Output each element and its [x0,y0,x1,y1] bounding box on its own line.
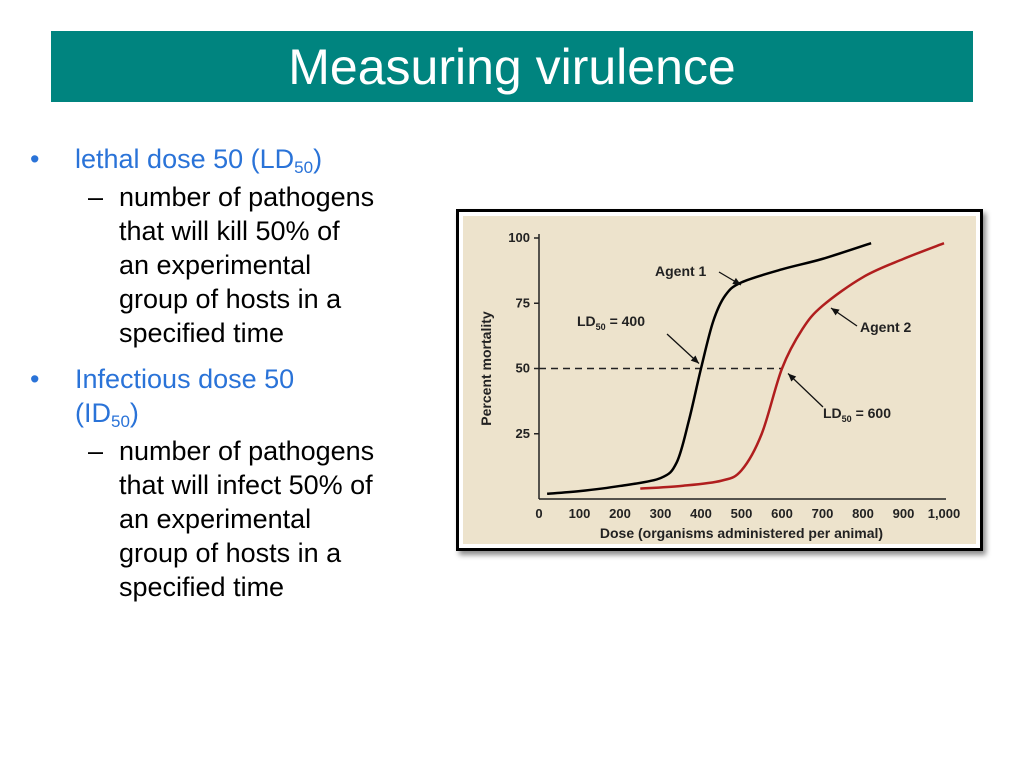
x-tick-label: 500 [731,506,753,521]
bullet-ld50-sub: 50 [294,158,314,177]
agent1-arrow-head [732,277,741,285]
y-axis-label: Percent mortality [478,311,494,426]
sub-bullet-line: number of pathogens [119,436,375,466]
x-tick-label: 200 [609,506,631,521]
x-axis-label: Dose (organisms administered per animal) [600,525,883,541]
bullet-id50-line2: (ID [75,398,111,428]
bullet-item-ld50: • lethal dose 50 (LD50) – number of path… [30,142,450,350]
x-tick-label: 400 [690,506,712,521]
bullet-ld50-text: lethal dose 50 (LD [75,144,295,174]
bullet-dot: • [30,144,40,174]
sub-bullet-line: specified time [119,572,285,602]
bullet-id50-line1: Infectious dose 50 [75,364,295,394]
ld50-600-arrow-head [788,373,797,382]
y-tick-label: 100 [508,230,530,245]
y-tick-label: 50 [516,361,530,376]
series-agent2-line [640,242,945,490]
sub-bullet-line: number of pathogens [119,182,375,212]
y-tick-label: 25 [516,426,530,441]
agent2-label: Agent 2 [860,319,912,335]
chart-background [463,216,976,544]
slide-title: Measuring virulence [288,38,736,95]
sub-bullet-line: an experimental [119,504,312,534]
sub-bullet-line: that will kill 50% of [119,216,340,246]
ld50-400-label: LD50 = 400 [577,313,645,332]
sub-bullet-line: specified time [119,318,285,348]
chart-frame: 25 50 75 100 0 100 200 300 400 500 600 700 800 900 1,0… [456,209,983,551]
x-tick-label: 600 [771,506,793,521]
ld50-600-label: LD50 = 600 [823,405,891,424]
bullet-ld50-end: ) [313,144,323,174]
mortality-chart: 25 50 75 100 0 100 200 300 400 500 600 700 800 900 1,0… [463,216,976,544]
agent2-arrow-head [831,308,840,316]
sub-bullet-line: group of hosts in a [119,284,342,314]
bullet-item-id50: • Infectious dose 50 (ID50) – number of … [30,362,450,604]
sub-dash: – [88,182,104,212]
sub-dash: – [88,436,104,466]
sub-bullet-line: that will infect 50% of [119,470,373,500]
sub-bullet-line: group of hosts in a [119,538,342,568]
ld50-600-arrow [787,373,824,408]
sub-bullet-ld50: – number of pathogens that will kill 50%… [30,180,450,350]
series-agent1-line [546,242,872,496]
x-tick-label: 0 [535,506,542,521]
bullet-id50: • Infectious dose 50 (ID50) [30,362,450,430]
bullet-id50-sub: 50 [111,412,130,431]
x-tick-label: 900 [893,506,915,521]
sub-bullet-id50: – number of pathogens that will infect 5… [30,434,450,604]
bullet-dot: • [30,364,40,394]
x-tick-label: 1,000 [928,506,961,521]
x-tick-label: 700 [812,506,834,521]
title-bar: Measuring virulence [51,31,973,102]
sub-bullet-line: an experimental [119,250,312,280]
y-tick-label: 75 [516,295,530,310]
agent1-label: Agent 1 [655,263,707,279]
x-tick-label: 300 [650,506,672,521]
ld50-400-arrow-head [690,355,699,364]
x-tick-label: 100 [569,506,591,521]
x-tick-label: 800 [852,506,874,521]
bullet-id50-end: ) [129,398,139,428]
bullet-ld50: • lethal dose 50 (LD50) [30,142,450,176]
bullet-list: • lethal dose 50 (LD50) – number of path… [30,142,450,604]
